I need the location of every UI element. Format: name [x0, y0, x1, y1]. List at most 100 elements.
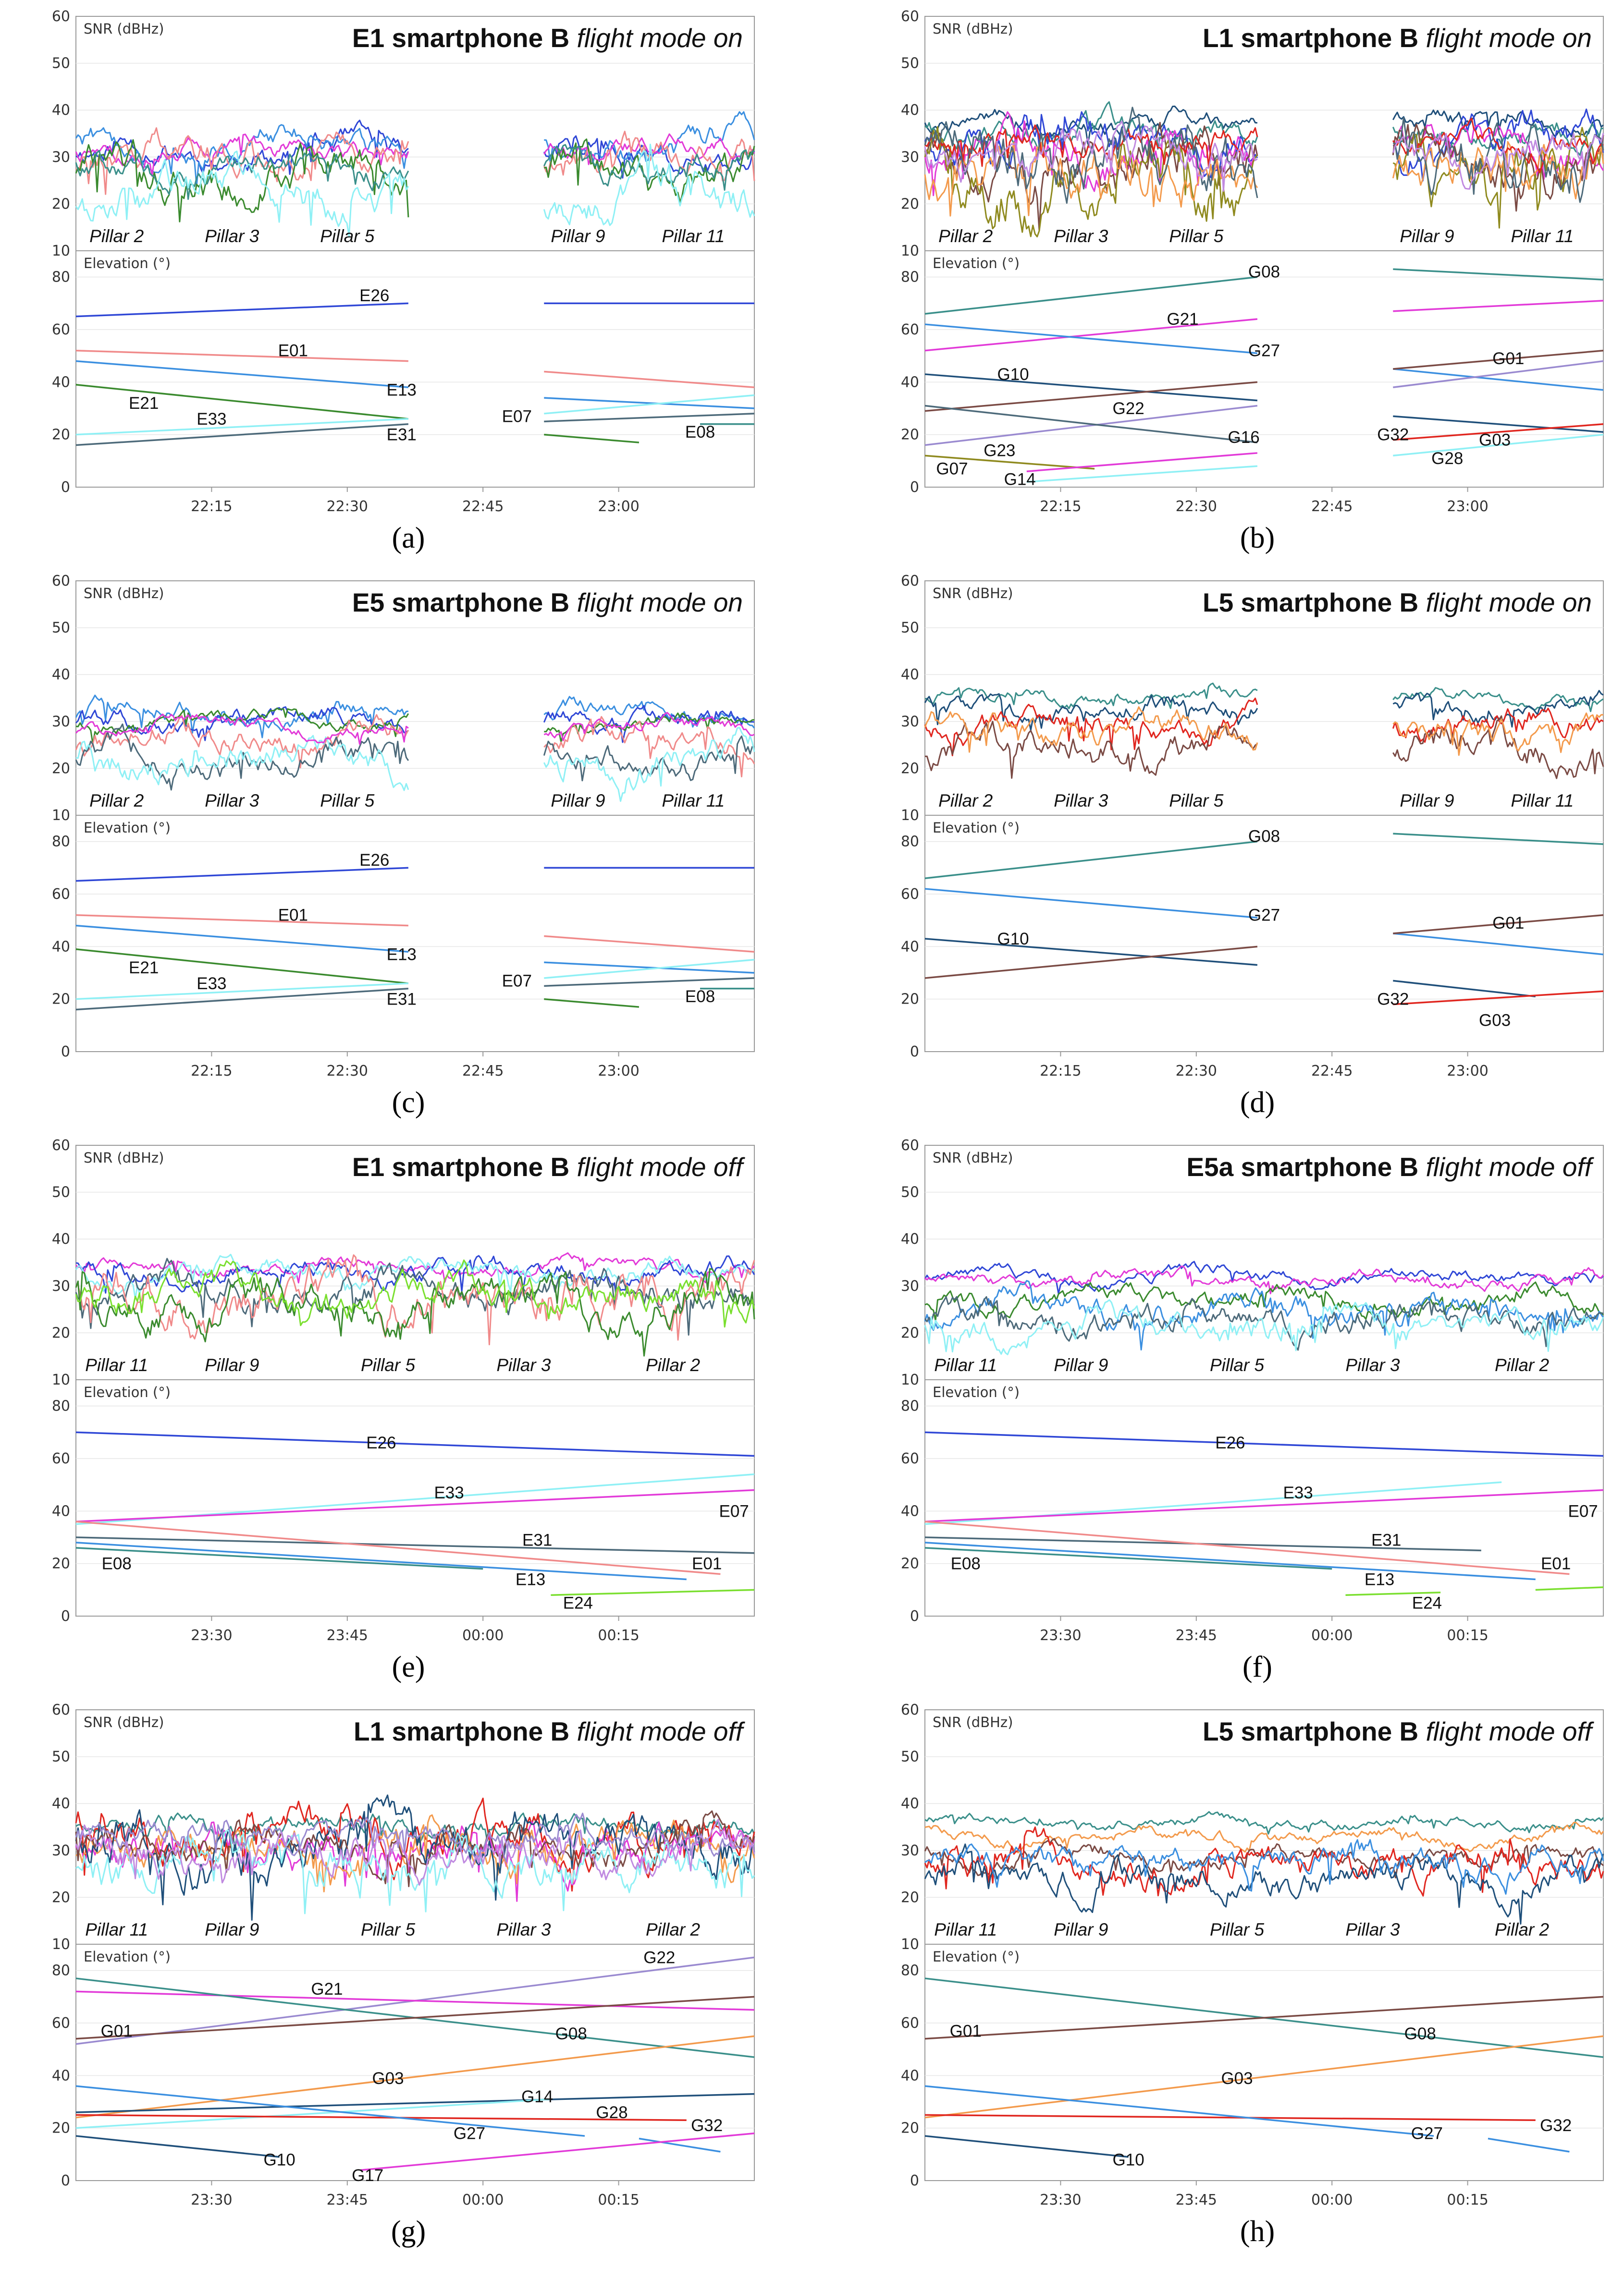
- elevation-series-line: [924, 1431, 1604, 1457]
- x-tick-label: 00:00: [1311, 1627, 1353, 1644]
- pillar-label: Pillar 3: [1054, 226, 1108, 246]
- elevation-series-line: [75, 1431, 755, 1457]
- pillar-label: Pillar 2: [938, 791, 993, 810]
- snr-y-tick-label: 40: [52, 1795, 70, 1812]
- snr-series-line: [75, 1813, 755, 1863]
- elevation-series-line: [924, 1547, 1332, 1570]
- elevation-series-line: [924, 1542, 1536, 1581]
- elevation-y-tick-label: 40: [52, 938, 70, 955]
- elevation-axis-label: Elevation (°): [933, 1949, 1020, 1965]
- elevation-series-line: [924, 938, 1258, 966]
- satellite-label: E24: [1412, 1594, 1442, 1613]
- pillar-label: Pillar 3: [496, 1920, 551, 1939]
- elevation-y-tick-label: 40: [52, 374, 70, 391]
- satellite-label: G27: [1248, 342, 1280, 360]
- snr-series-line: [75, 1253, 755, 1300]
- satellite-label: E01: [278, 342, 308, 360]
- elevation-series-line: [1393, 368, 1604, 391]
- panel-a: 60 50 40 30 20 10 SNR (dBHz) E1 smartphone B fl…: [52, 8, 755, 554]
- x-tick-label: 22:30: [1176, 498, 1217, 515]
- elevation-y-tick-label: 60: [901, 2015, 919, 2032]
- elevation-series-line: [1393, 833, 1604, 845]
- elevation-series-line: [1026, 465, 1257, 483]
- elevation-series-line: [75, 1542, 687, 1581]
- snr-series-line: [924, 1265, 1604, 1295]
- snr-axis-label: SNR (dBHz): [84, 1150, 164, 1166]
- snr-series-line: [75, 735, 409, 791]
- panel-title-italic: flight mode on: [1426, 588, 1592, 617]
- x-tick-label: 00:15: [598, 1627, 639, 1644]
- snr-series-line: [1392, 712, 1603, 756]
- pillar-label: Pillar 2: [1495, 1920, 1550, 1939]
- elevation-y-tick-label: 40: [901, 938, 919, 955]
- satellite-label: E33: [197, 974, 226, 993]
- elevation-plot-area: [75, 1379, 755, 1617]
- satellite-label: G03: [1479, 431, 1511, 450]
- satellite-label: G21: [311, 1980, 343, 1999]
- pillar-label: Pillar 9: [551, 791, 605, 810]
- panel-title-bold: E5 smartphone B: [352, 588, 569, 617]
- pillar-label: Pillar 3: [205, 791, 259, 810]
- snr-y-tick-label: 40: [901, 1795, 919, 1812]
- elevation-series-line: [75, 2093, 755, 2113]
- pillar-label: Pillar 9: [1054, 1355, 1108, 1375]
- elevation-series-line: [1393, 932, 1604, 956]
- elevation-series-line: [1393, 990, 1604, 1006]
- elevation-series-line: [924, 2085, 1434, 2137]
- elevation-series-line: [1393, 980, 1536, 997]
- elevation-y-tick-label: 20: [901, 2120, 919, 2137]
- panel-title-italic: flight mode on: [577, 588, 743, 617]
- elevation-y-tick-label: 80: [52, 269, 70, 286]
- elevation-series-line: [1345, 1592, 1441, 1596]
- elevation-y-tick-label: 60: [52, 321, 70, 338]
- elevation-y-tick-label: 0: [61, 1043, 70, 1060]
- pillar-label: Pillar 9: [551, 226, 605, 246]
- satellite-label: G14: [521, 2087, 553, 2106]
- satellite-label: E01: [278, 906, 308, 925]
- x-tick-label: 00:15: [1447, 1627, 1488, 1644]
- panel-title-italic: flight mode off: [1426, 1152, 1595, 1182]
- panel-caption: (c): [392, 1086, 425, 1119]
- elevation-plot-area: [924, 1379, 1604, 1617]
- elevation-series-line: [75, 2085, 585, 2137]
- snr-axis-label: SNR (dBHz): [84, 21, 164, 37]
- pillar-label: Pillar 2: [938, 226, 993, 246]
- satellite-label: E31: [522, 1531, 552, 1549]
- snr-series-line: [924, 1843, 1604, 1925]
- panel-title-space: [569, 23, 577, 53]
- satellite-label: G14: [1004, 470, 1036, 489]
- satellite-label: E31: [387, 426, 417, 444]
- snr-series-line: [924, 120, 1258, 192]
- pillar-label: Pillar 11: [662, 791, 725, 810]
- satellite-label: E21: [129, 394, 159, 413]
- snr-y-tick-label: 50: [52, 55, 70, 72]
- elevation-series-line: [544, 958, 755, 979]
- snr-series-line: [75, 723, 409, 791]
- snr-y-tick-label: 50: [901, 620, 919, 637]
- panel-title-space: [1418, 1152, 1426, 1182]
- snr-series-line: [75, 134, 409, 177]
- x-tick-label: 23:00: [598, 1063, 639, 1079]
- snr-y-tick-label: 10: [901, 243, 919, 259]
- snr-y-tick-label: 20: [901, 196, 919, 212]
- snr-series-line: [924, 1281, 1604, 1322]
- satellite-label: E08: [102, 1555, 132, 1573]
- elevation-series-line: [1393, 360, 1604, 389]
- elevation-y-tick-label: 0: [910, 2172, 919, 2189]
- snr-y-tick-label: 50: [52, 1184, 70, 1201]
- panel-caption: (d): [1240, 1086, 1275, 1119]
- pillar-label: Pillar 5: [1210, 1355, 1265, 1375]
- x-tick-label: 22:30: [327, 498, 368, 515]
- satellite-label: G32: [1540, 2116, 1572, 2135]
- snr-series-line: [75, 1254, 755, 1346]
- elevation-y-tick-label: 40: [52, 1503, 70, 1520]
- elevation-series-line: [544, 394, 755, 415]
- snr-y-tick-label: 10: [901, 1936, 919, 1953]
- satellite-label: G03: [372, 2069, 404, 2088]
- panel-title: E5a smartphone B flight mode off: [1186, 1152, 1594, 1182]
- snr-y-tick-label: 50: [901, 1749, 919, 1766]
- pillar-label: Pillar 5: [361, 1355, 416, 1375]
- satellite-label: G08: [555, 2024, 587, 2043]
- satellite-label: E01: [692, 1555, 722, 1573]
- satellite-label: G22: [643, 1948, 675, 1967]
